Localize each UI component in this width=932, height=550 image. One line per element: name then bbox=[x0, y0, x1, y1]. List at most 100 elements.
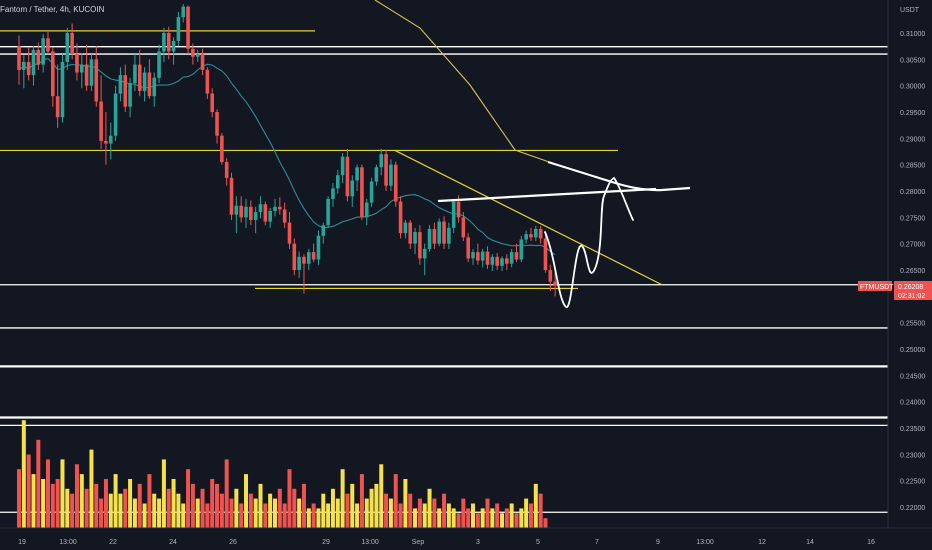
candle-body bbox=[509, 252, 514, 264]
candle-body bbox=[490, 256, 495, 265]
volume-bar bbox=[181, 503, 186, 528]
volume-bar bbox=[74, 464, 79, 528]
candle bbox=[79, 53, 84, 89]
volume-bar bbox=[171, 479, 176, 528]
price-tag-countdown: 02:31:02 bbox=[898, 293, 925, 300]
volume-bar bbox=[166, 488, 171, 528]
volume-bar bbox=[316, 508, 321, 528]
candle-body bbox=[524, 234, 528, 240]
candle-body bbox=[466, 237, 470, 259]
candle-body bbox=[534, 228, 538, 238]
candle bbox=[538, 225, 543, 244]
candle-body bbox=[374, 167, 379, 182]
volume-bar bbox=[272, 498, 277, 528]
price-tag-symbol: FTMUSDT bbox=[860, 284, 894, 291]
candle bbox=[278, 197, 282, 215]
candle bbox=[229, 172, 234, 220]
candle bbox=[113, 85, 118, 141]
symbol-title[interactable]: Fantom / Tether, 4h, KUCOIN bbox=[0, 5, 105, 14]
candle-body bbox=[273, 206, 277, 212]
candle-body bbox=[379, 154, 384, 168]
drawings-layer bbox=[394, 149, 691, 308]
volume-bar bbox=[128, 479, 133, 528]
candle bbox=[403, 219, 408, 239]
candle-body bbox=[195, 54, 200, 57]
candle-body bbox=[364, 202, 369, 218]
price-scale-background[interactable] bbox=[888, 0, 932, 528]
candle bbox=[205, 67, 210, 99]
candle-body bbox=[17, 46, 21, 70]
candle-body bbox=[418, 232, 422, 259]
time-tick-label: 22 bbox=[109, 539, 117, 546]
volume-bar bbox=[70, 493, 75, 528]
candle bbox=[84, 44, 89, 91]
volume-bar bbox=[461, 498, 466, 528]
candle-body bbox=[75, 54, 79, 73]
candle-body bbox=[249, 206, 253, 220]
candle-body bbox=[495, 256, 499, 266]
volume-bar bbox=[268, 493, 273, 528]
volume-bar bbox=[36, 439, 41, 528]
volume-bar bbox=[103, 479, 108, 528]
time-tick-label: 29 bbox=[322, 539, 330, 546]
candle bbox=[249, 200, 253, 226]
candle bbox=[340, 153, 345, 184]
candle-body bbox=[505, 258, 509, 264]
volume-bar bbox=[374, 483, 379, 528]
candle-body bbox=[422, 248, 427, 259]
candle bbox=[505, 254, 509, 270]
candle-body bbox=[278, 206, 282, 210]
time-tick-label: Sep bbox=[412, 539, 425, 546]
volume-bar bbox=[89, 449, 94, 528]
candle-body bbox=[220, 135, 224, 163]
candle-body bbox=[389, 164, 393, 186]
candle-body bbox=[128, 83, 132, 107]
candle-body bbox=[152, 77, 157, 97]
volume-bar bbox=[475, 513, 480, 528]
candle-body bbox=[70, 33, 74, 55]
candle bbox=[500, 256, 504, 272]
candle-body bbox=[258, 204, 263, 213]
volume-bar bbox=[263, 503, 268, 528]
candle-body bbox=[176, 17, 181, 41]
volume-bar bbox=[422, 503, 427, 528]
price-tick-label: 0.25000 bbox=[900, 347, 925, 354]
candle bbox=[321, 222, 326, 244]
candle-body bbox=[480, 251, 485, 261]
candle bbox=[17, 35, 21, 85]
time-tick-label: 19 bbox=[18, 539, 26, 546]
candle bbox=[287, 212, 292, 249]
price-tick-label: 0.27500 bbox=[900, 215, 925, 222]
candle-body bbox=[476, 252, 480, 261]
candle-body bbox=[393, 164, 398, 202]
volume-bar bbox=[437, 508, 442, 528]
price-tick-label: 0.29000 bbox=[900, 136, 925, 143]
candle-body bbox=[137, 64, 142, 91]
volume-bar bbox=[403, 479, 408, 528]
candle bbox=[55, 64, 60, 128]
volume-bar bbox=[161, 459, 166, 528]
time-tick-label: 5 bbox=[536, 539, 540, 546]
volume-bar bbox=[345, 493, 350, 528]
volume-bar bbox=[123, 488, 128, 528]
candle-body bbox=[297, 256, 301, 270]
candle bbox=[99, 75, 103, 149]
candle-body bbox=[360, 167, 364, 218]
candle-body bbox=[548, 270, 553, 282]
candle-body bbox=[268, 211, 272, 222]
volume-bar bbox=[442, 493, 447, 528]
candle bbox=[123, 64, 128, 112]
volume-bar bbox=[248, 493, 253, 528]
candle bbox=[524, 230, 528, 244]
volume-bar bbox=[190, 483, 195, 528]
candle-body bbox=[205, 69, 210, 94]
candle-body bbox=[36, 49, 41, 65]
candle bbox=[379, 148, 384, 176]
candle-body bbox=[451, 201, 456, 228]
time-tick-label: 13:00 bbox=[59, 539, 77, 546]
time-tick-label: 12 bbox=[758, 539, 766, 546]
volume-bar bbox=[297, 498, 302, 528]
time-scale-background[interactable] bbox=[0, 528, 932, 550]
candle-body bbox=[302, 256, 306, 264]
volume-bar bbox=[287, 469, 292, 528]
